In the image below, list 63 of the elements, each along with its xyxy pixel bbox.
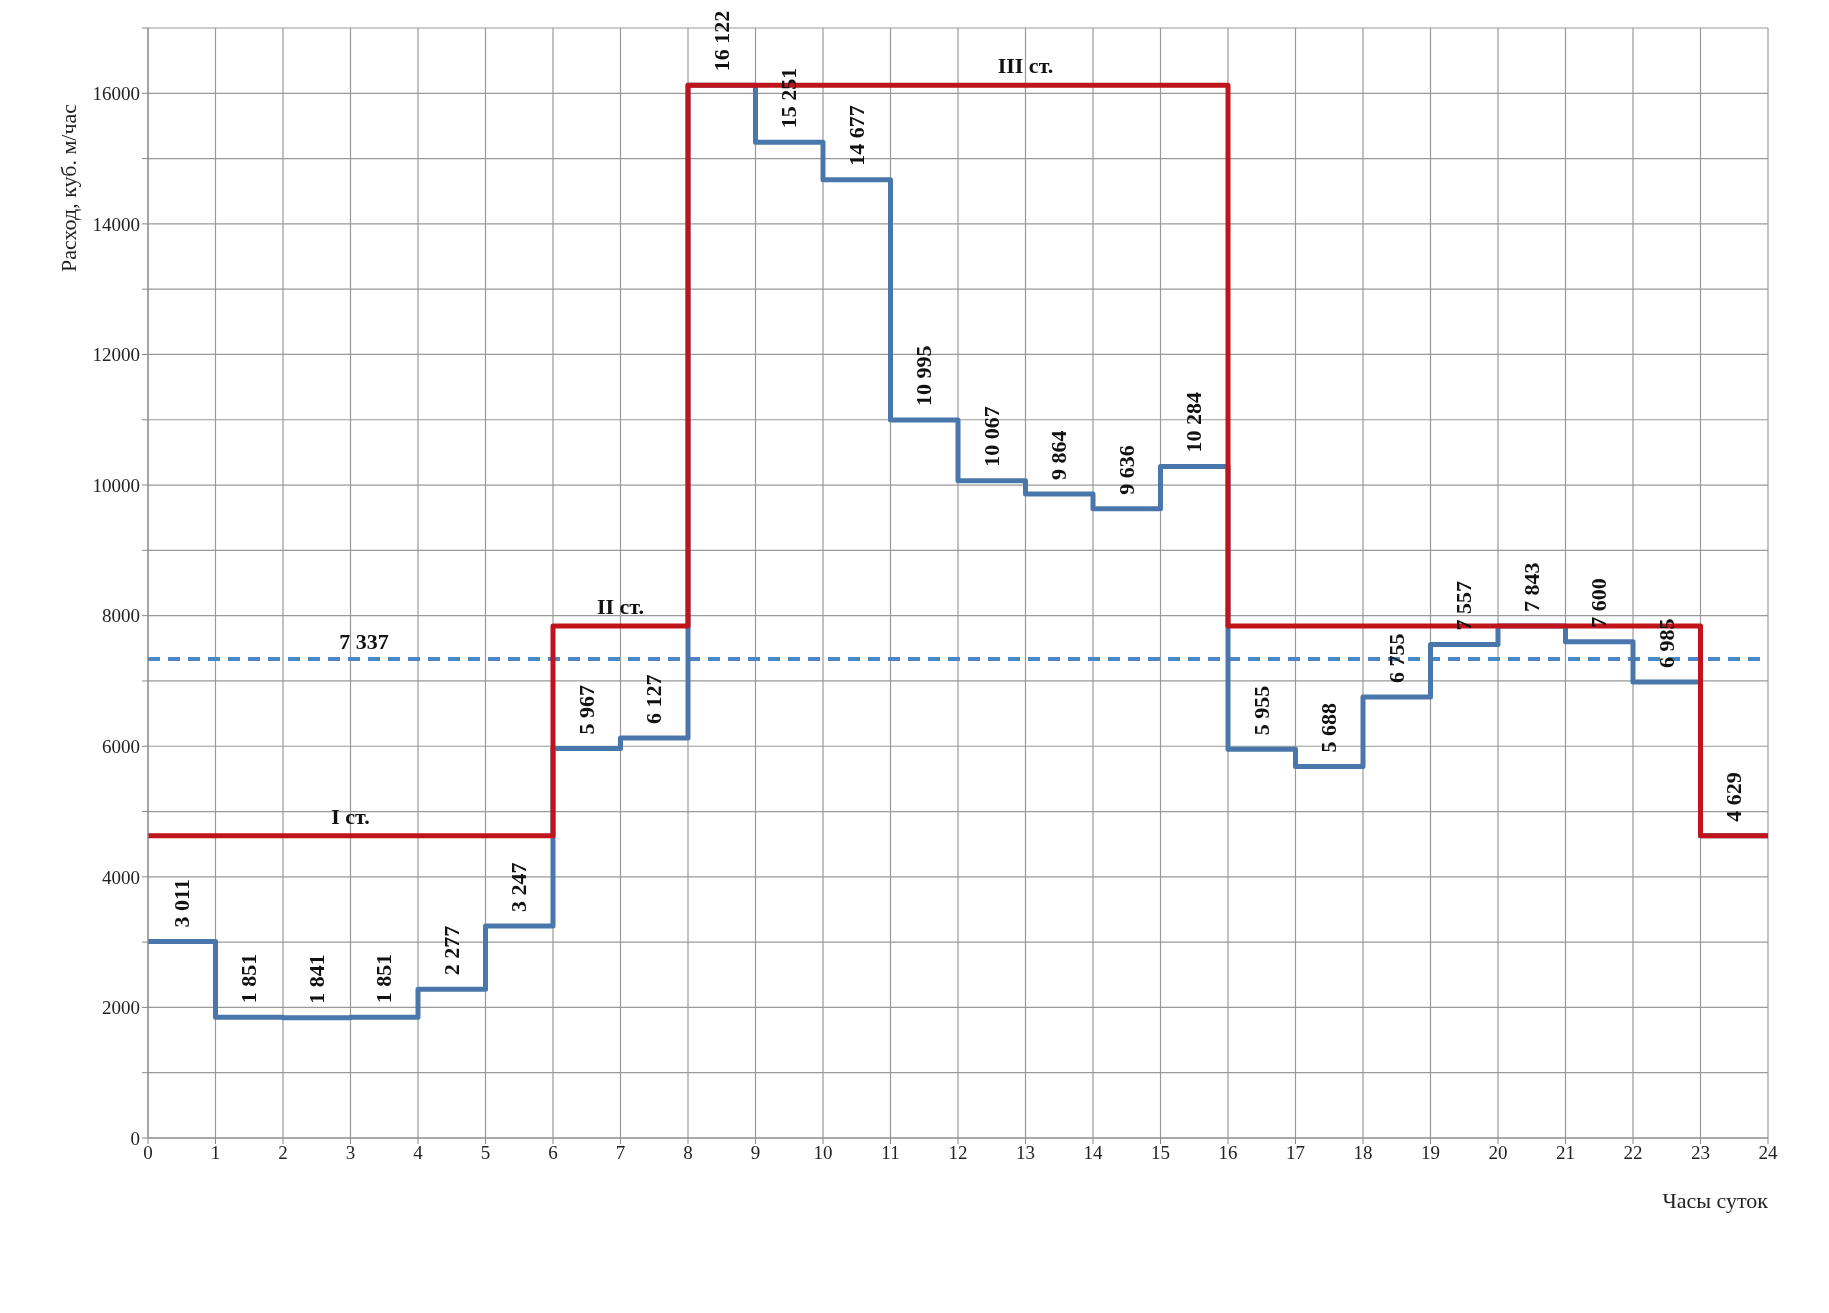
- y-tick-label: 0: [130, 1127, 140, 1149]
- data-label: 6 755: [1383, 633, 1409, 683]
- data-label: 5 688: [1316, 703, 1342, 753]
- x-tick-label: 12: [948, 1142, 968, 1164]
- data-label: 1 851: [371, 953, 397, 1004]
- y-tick-label: 16000: [92, 83, 140, 105]
- y-tick-label: 4000: [102, 866, 140, 888]
- data-label: 14 677: [843, 105, 869, 166]
- x-tick-label: 18: [1353, 1142, 1373, 1164]
- data-label: 6 127: [641, 674, 667, 724]
- data-label: 1 841: [303, 954, 329, 1004]
- x-tick-label: 5: [480, 1142, 491, 1164]
- data-label: 10 067: [978, 406, 1004, 467]
- x-tick-label: 11: [881, 1142, 900, 1164]
- y-tick-label: 2000: [102, 997, 140, 1019]
- x-axis-title: Часы суток: [1662, 1188, 1769, 1213]
- y-tick-label: 14000: [92, 213, 140, 235]
- x-tick-label: 13: [1016, 1142, 1035, 1164]
- data-label: 9 636: [1113, 445, 1139, 495]
- x-tick-label: 7: [615, 1142, 626, 1164]
- y-axis-title: Расход, куб. м/час: [56, 103, 81, 273]
- data-label: 5 955: [1248, 685, 1274, 736]
- ref-line-label: 7 337: [339, 628, 389, 654]
- data-label: 3 011: [168, 879, 194, 928]
- x-tick-label: 2: [278, 1142, 288, 1164]
- x-tick-label: 19: [1421, 1142, 1440, 1164]
- x-tick-label: 6: [548, 1142, 558, 1164]
- x-tick-label: 21: [1556, 1142, 1575, 1164]
- x-tick-label: 1: [210, 1142, 221, 1164]
- data-label: 2 277: [438, 925, 464, 976]
- data-label: 7 557: [1451, 581, 1477, 631]
- x-tick-label: 4: [413, 1142, 424, 1164]
- x-tick-label: 17: [1286, 1142, 1305, 1164]
- x-tick-label: 15: [1151, 1142, 1170, 1164]
- annotation: III ст.: [997, 53, 1054, 79]
- x-tick-label: 8: [683, 1142, 693, 1164]
- x-tick-label: 24: [1758, 1142, 1778, 1164]
- x-tick-label: 3: [345, 1142, 356, 1164]
- data-label: 1 851: [236, 953, 262, 1004]
- annotation: II ст.: [596, 593, 645, 619]
- data-label: 10 284: [1181, 392, 1207, 453]
- x-tick-label: 20: [1488, 1142, 1508, 1164]
- data-label: 7 843: [1518, 562, 1544, 612]
- x-tick-label: 22: [1623, 1142, 1643, 1164]
- data-label: 6 985: [1653, 618, 1679, 668]
- y-tick-label: 6000: [102, 735, 140, 757]
- data-label: 5 967: [573, 684, 599, 735]
- y-tick-label: 10000: [92, 474, 140, 496]
- data-label: 9 864: [1046, 430, 1072, 480]
- y-tick-label: 8000: [102, 605, 140, 627]
- x-tick-label: 16: [1218, 1142, 1238, 1164]
- data-label: 10 995: [911, 345, 937, 407]
- y-tick-label: 12000: [92, 344, 140, 366]
- data-label: 4 629: [1721, 772, 1747, 822]
- data-label: 7 600: [1586, 578, 1612, 628]
- data-label: 3 247: [506, 862, 532, 912]
- x-tick-label: 9: [750, 1142, 761, 1164]
- annotation: I ст.: [331, 803, 370, 829]
- x-tick-label: 10: [813, 1142, 833, 1164]
- data-label: 16 122: [708, 10, 734, 72]
- x-tick-label: 23: [1691, 1142, 1710, 1164]
- data-label: 15 251: [776, 67, 802, 129]
- x-tick-label: 14: [1083, 1142, 1103, 1164]
